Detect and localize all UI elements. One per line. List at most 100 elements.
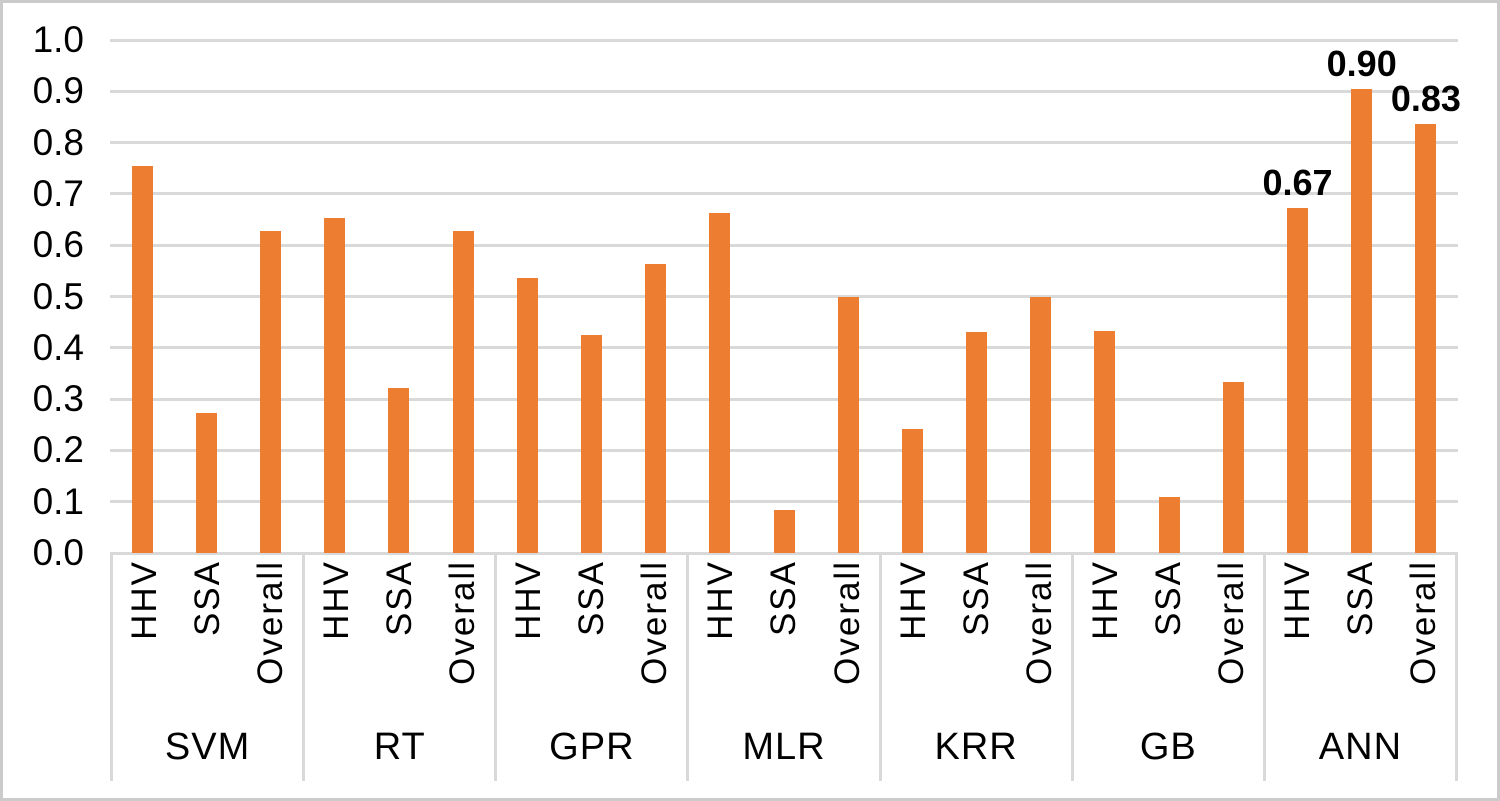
bar-value-label-ANN-SSA: 0.90 — [1326, 42, 1397, 84]
x-axis-group-ANN: HHV SSA Overall ANN — [1262, 553, 1455, 781]
x-tick-slot: Overall — [1008, 560, 1071, 713]
x-tick-slot: SSA — [368, 560, 431, 713]
x-tick-label-RT-HHV: HHV — [317, 560, 357, 640]
y-tick-label: 0.4 — [32, 326, 84, 368]
y-tick-label: 1.0 — [32, 19, 84, 60]
gridline — [110, 89, 1458, 93]
x-group-label-RT: RT — [373, 725, 426, 768]
bar-GPR-Overall — [645, 264, 667, 553]
x-axis-group-MLR: HHV SSA Overall MLR — [686, 553, 878, 781]
y-tick-label: 0.1 — [32, 480, 84, 522]
bar-ANN-SSA — [1351, 89, 1373, 553]
bar-GB-HHV — [1094, 330, 1116, 553]
x-axis-subticks-SVM: HHV SSA Overall — [113, 553, 302, 713]
gridline — [110, 500, 1458, 504]
x-axis-group-KRR: HHV SSA Overall KRR — [878, 553, 1071, 781]
x-axis-group-RT: HHV SSA Overall RT — [302, 553, 494, 781]
bar-SVM-Overall — [259, 230, 281, 553]
x-axis: HHV SSA Overall SVM HHV SSA Overall RT HHV SSA Ove… — [110, 553, 1458, 781]
gridline — [110, 346, 1458, 350]
x-tick-slot: SSA — [752, 560, 815, 713]
x-tick-slot: SSA — [560, 560, 623, 713]
x-tick-label-GB-HHV: HHV — [1085, 560, 1125, 640]
bar-value-label-ANN-HHV: 0.67 — [1262, 161, 1333, 203]
gridline — [110, 295, 1458, 298]
y-tick-label: 0.0 — [32, 532, 84, 573]
bar-MLR-SSA — [773, 510, 795, 553]
bar-SVM-HHV — [131, 165, 153, 553]
x-group-label-MLR: MLR — [742, 725, 826, 768]
gridline — [110, 448, 1458, 452]
x-tick-slot: SSA — [176, 560, 239, 713]
x-tick-slot: HHV — [1074, 560, 1137, 713]
bar-GPR-HHV — [516, 277, 538, 553]
plot-area: 0.67 0.90 0.83 — [110, 38, 1461, 555]
bar-KRR-Overall — [1030, 296, 1052, 553]
x-tick-label-MLR-HHV: HHV — [701, 560, 741, 640]
gridline — [110, 38, 1458, 42]
x-tick-slot: HHV — [305, 560, 368, 713]
x-tick-label-MLR-Overall: Overall — [827, 560, 867, 685]
x-tick-label-MLR-SSA: SSA — [764, 560, 804, 637]
y-tick-label: 0.6 — [32, 224, 84, 266]
y-tick-label: 0.5 — [32, 275, 84, 317]
x-tick-label-KRR-HHV: HHV — [893, 560, 933, 640]
x-tick-label-GB-SSA: SSA — [1148, 560, 1188, 637]
x-group-label-GB: GB — [1139, 725, 1197, 768]
y-tick-label: 0.8 — [32, 121, 84, 163]
gridline — [110, 243, 1458, 247]
x-axis-subticks-MLR: HHV SSA Overall — [689, 553, 878, 713]
gridline — [110, 141, 1458, 145]
x-tick-label-GPR-HHV: HHV — [509, 560, 549, 640]
x-tick-slot: Overall — [239, 560, 302, 713]
y-tick-label: 0.7 — [32, 172, 84, 214]
x-group-label-ANN: ANN — [1318, 725, 1403, 768]
gridline — [110, 397, 1458, 401]
x-axis-group-GPR: HHV SSA Overall GPR — [494, 553, 686, 781]
bar-KRR-SSA — [966, 331, 988, 553]
bar-SVM-SSA — [195, 413, 217, 553]
x-axis-subticks-RT: HHV SSA Overall — [305, 553, 494, 713]
x-tick-slot: HHV — [882, 560, 945, 713]
bar-ANN-HHV — [1287, 208, 1309, 553]
bar-GPR-SSA — [580, 334, 602, 553]
x-tick-label-SVM-HHV: HHV — [125, 560, 165, 640]
x-tick-slot: Overall — [623, 560, 686, 713]
x-axis-subticks-ANN: HHV SSA Overall — [1266, 553, 1455, 713]
bar-GB-SSA — [1158, 496, 1180, 553]
x-tick-label-KRR-SSA: SSA — [956, 560, 996, 637]
y-tick-label: 0.9 — [32, 70, 84, 112]
bar-RT-SSA — [388, 388, 410, 553]
x-axis-group-SVM: HHV SSA Overall SVM — [110, 553, 302, 781]
x-group-label-GPR: GPR — [549, 725, 635, 768]
bar-RT-HHV — [324, 217, 346, 553]
x-tick-slot: SSA — [1137, 560, 1200, 713]
x-tick-label-ANN-HHV: HHV — [1277, 560, 1317, 640]
x-tick-slot: HHV — [1266, 560, 1329, 713]
y-tick-label: 0.3 — [32, 378, 84, 420]
x-tick-slot: HHV — [113, 560, 176, 713]
y-axis: 1.0 0.9 0.8 0.7 0.6 0.5 0.4 0.3 0.2 0.1 0.0 — [3, 3, 84, 798]
x-tick-slot: HHV — [497, 560, 560, 713]
bar-GB-Overall — [1222, 381, 1244, 553]
x-group-label-SVM: SVM — [164, 725, 251, 768]
x-axis-subticks-GB: HHV SSA Overall — [1074, 553, 1263, 713]
x-tick-label-ANN-SSA: SSA — [1340, 560, 1380, 637]
x-tick-slot: Overall — [816, 560, 879, 713]
x-tick-label-KRR-Overall: Overall — [1019, 560, 1059, 685]
x-tick-label-SVM-SSA: SSA — [188, 560, 228, 637]
bar-MLR-Overall — [837, 296, 859, 553]
x-axis-subticks-GPR: HHV SSA Overall — [497, 553, 686, 713]
x-tick-label-RT-SSA: SSA — [380, 560, 420, 637]
y-tick-label: 0.2 — [32, 429, 84, 471]
bar-RT-Overall — [452, 230, 474, 553]
x-tick-label-SVM-Overall: Overall — [251, 560, 291, 685]
x-tick-label-GPR-SSA: SSA — [572, 560, 612, 637]
x-tick-slot: Overall — [431, 560, 494, 713]
x-tick-label-ANN-Overall: Overall — [1403, 560, 1443, 685]
x-tick-label-RT-Overall: Overall — [443, 560, 483, 685]
bar-ANN-Overall — [1415, 124, 1437, 553]
x-tick-label-GPR-Overall: Overall — [635, 560, 675, 685]
x-tick-slot: Overall — [1200, 560, 1263, 713]
